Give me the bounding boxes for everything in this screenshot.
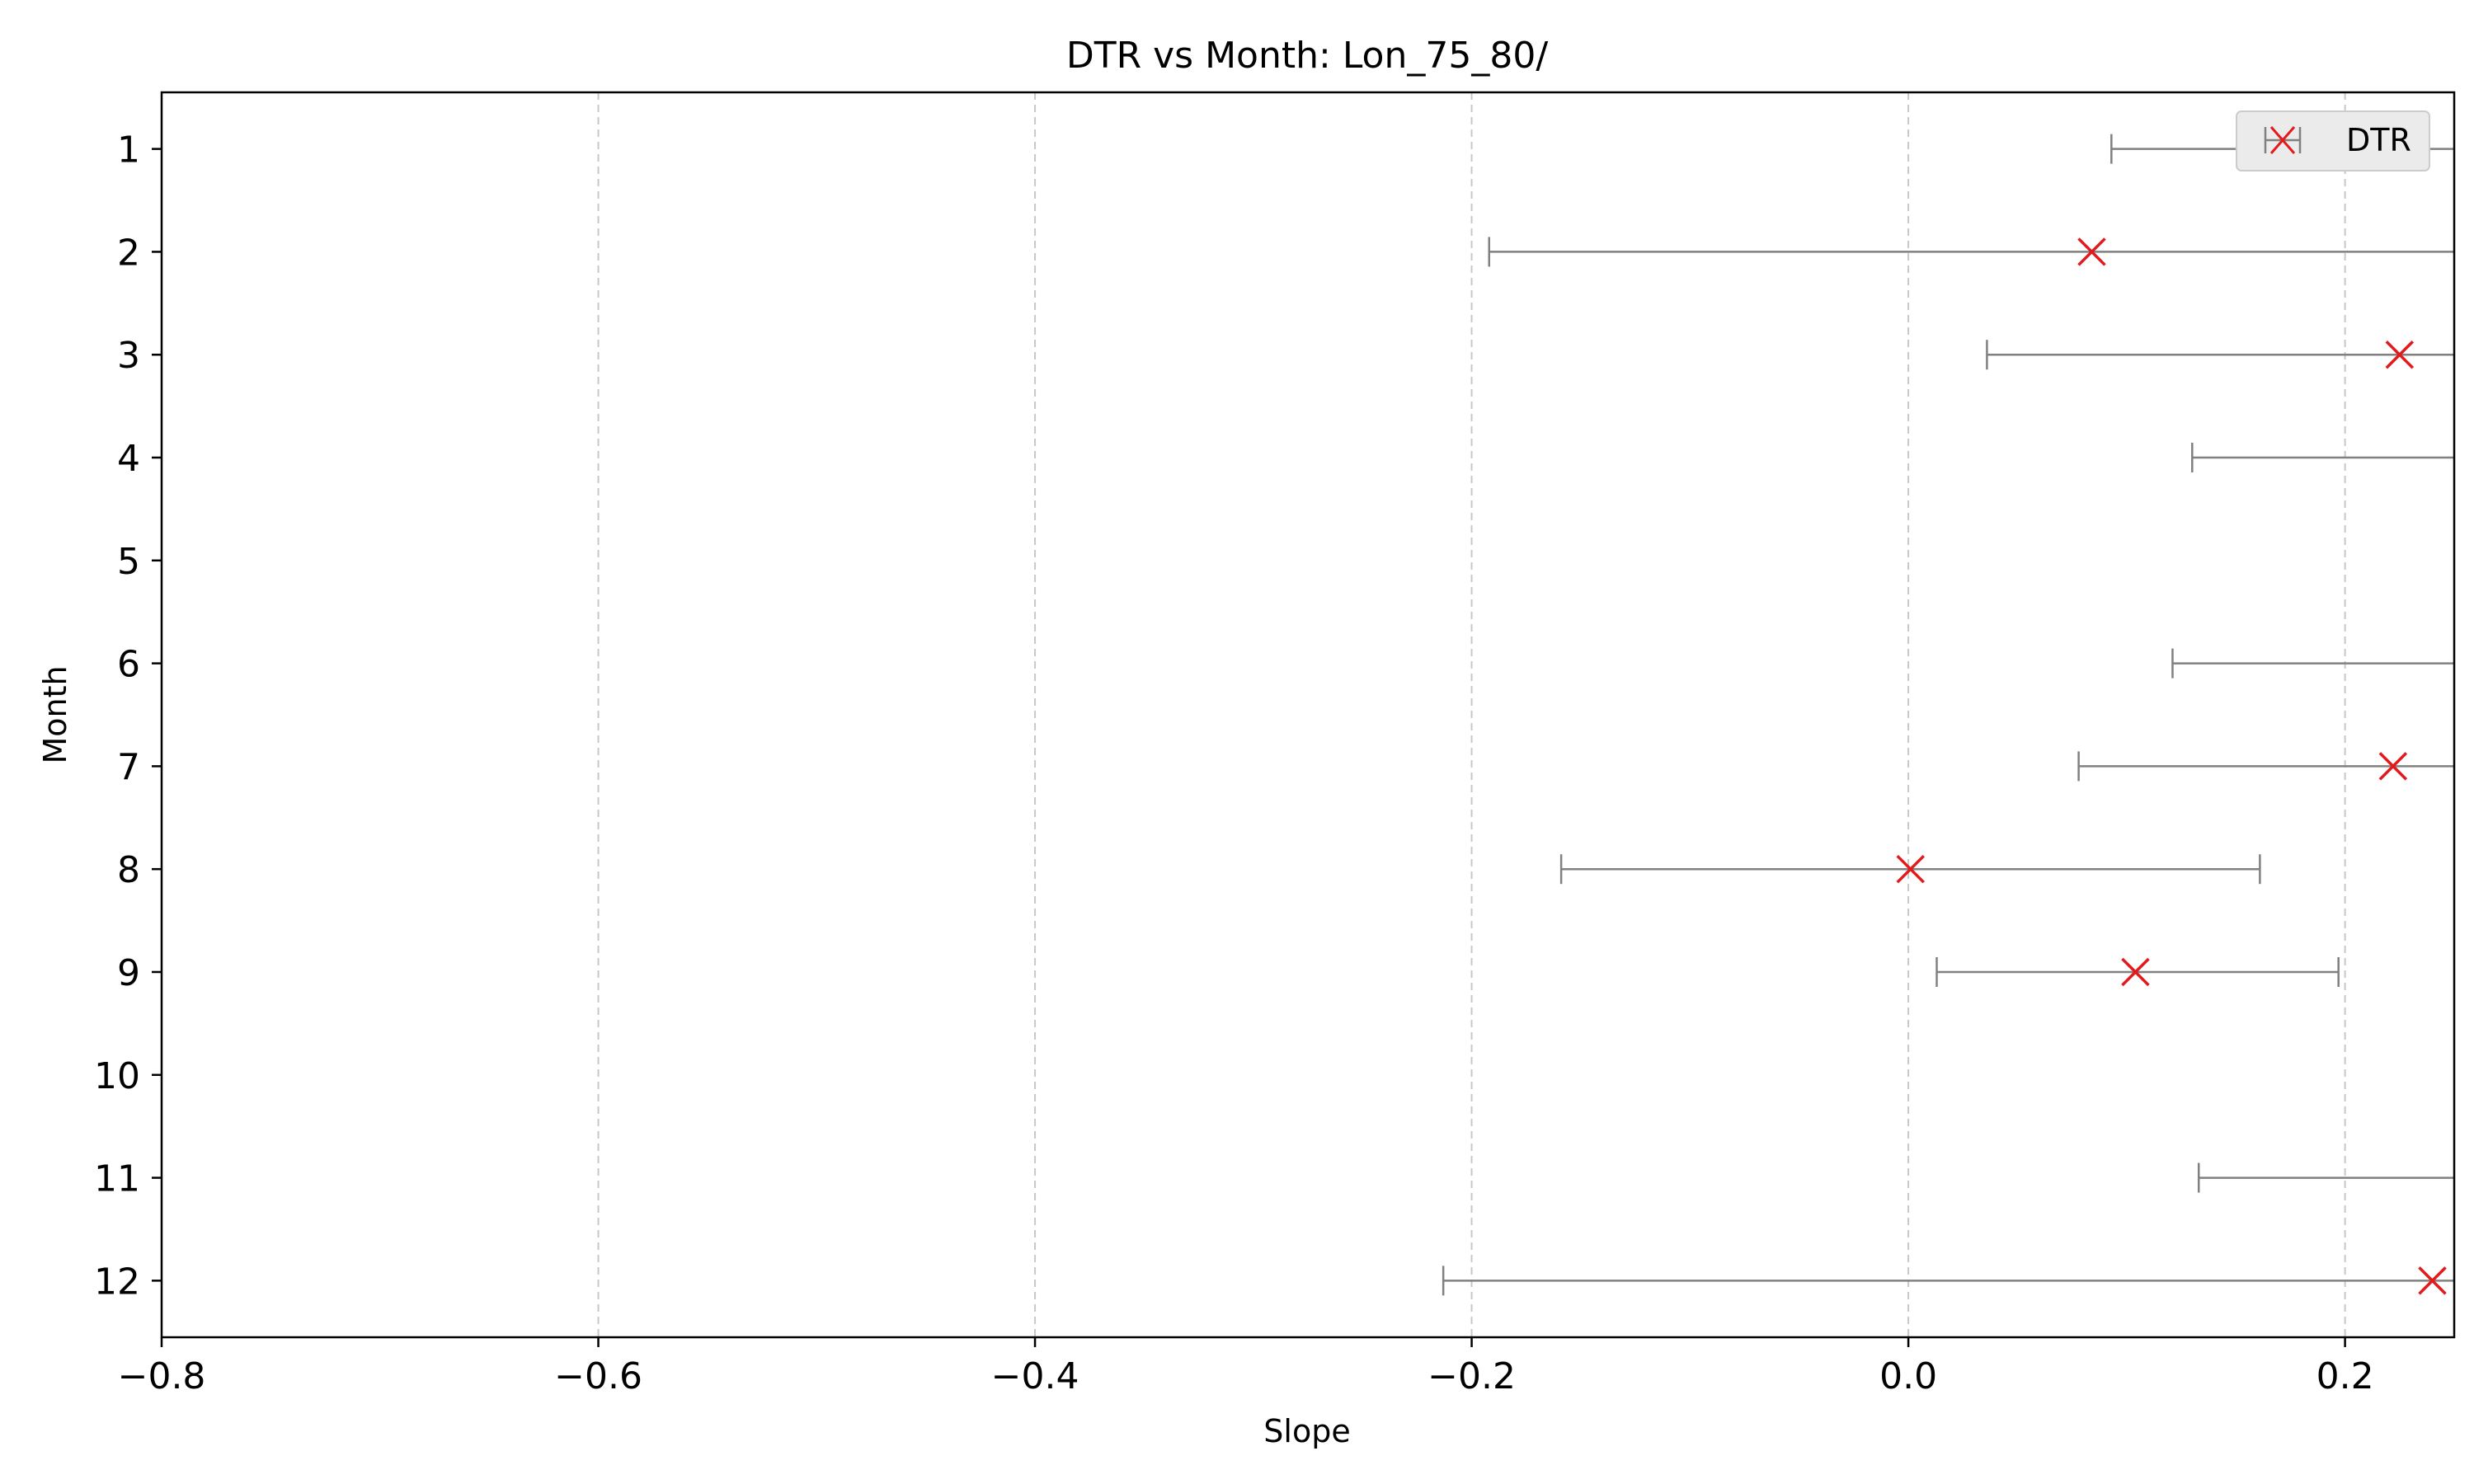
x-tick-label: 0.2: [2316, 1355, 2374, 1397]
x-marker: [2121, 957, 2150, 987]
y-tick-label: 3: [117, 335, 140, 377]
x-tick-label: 0.0: [1879, 1355, 1937, 1397]
x-marker: [2385, 340, 2415, 369]
x-tick-label: −0.4: [991, 1355, 1079, 1397]
x-tick-label: −0.2: [1427, 1355, 1516, 1397]
x-tick-label: −0.6: [554, 1355, 642, 1397]
y-tick-label: 7: [117, 746, 140, 788]
y-axis-label: Month: [37, 665, 73, 763]
x-marker: [2418, 1266, 2447, 1295]
grid-lines: [597, 92, 2346, 1337]
error-bars: [1442, 134, 2454, 1296]
legend: DTR: [2236, 110, 2430, 171]
y-tick-label: 11: [94, 1158, 140, 1200]
legend-label-dtr: DTR: [2346, 122, 2411, 158]
x-tick-label: −0.8: [118, 1355, 206, 1397]
x-marker: [1896, 854, 1925, 884]
y-tick-label: 8: [117, 849, 140, 891]
legend-x-marker-icon: [2269, 126, 2296, 154]
x-marker: [2077, 237, 2106, 266]
y-tick-label: 2: [117, 232, 140, 274]
chart-title: DTR vs Month: Lon_75_80/: [1066, 35, 1549, 77]
y-tick-label: 1: [117, 129, 140, 171]
y-tick-label: 6: [117, 644, 140, 686]
x-axis-ticks: −0.8 −0.6 −0.4 −0.2 0.0 0.2: [118, 1337, 2374, 1397]
y-tick-label: 9: [117, 952, 140, 994]
plot-frame: [160, 91, 2456, 1339]
y-tick-label: 4: [117, 438, 140, 480]
x-axis-label: Slope: [1263, 1413, 1350, 1449]
y-tick-label: 10: [94, 1055, 140, 1097]
x-marker: [2378, 752, 2408, 781]
y-tick-label: 5: [117, 541, 140, 583]
legend-box: [2236, 110, 2430, 171]
data-markers: [1896, 237, 2447, 1295]
y-tick-label: 12: [94, 1261, 140, 1303]
